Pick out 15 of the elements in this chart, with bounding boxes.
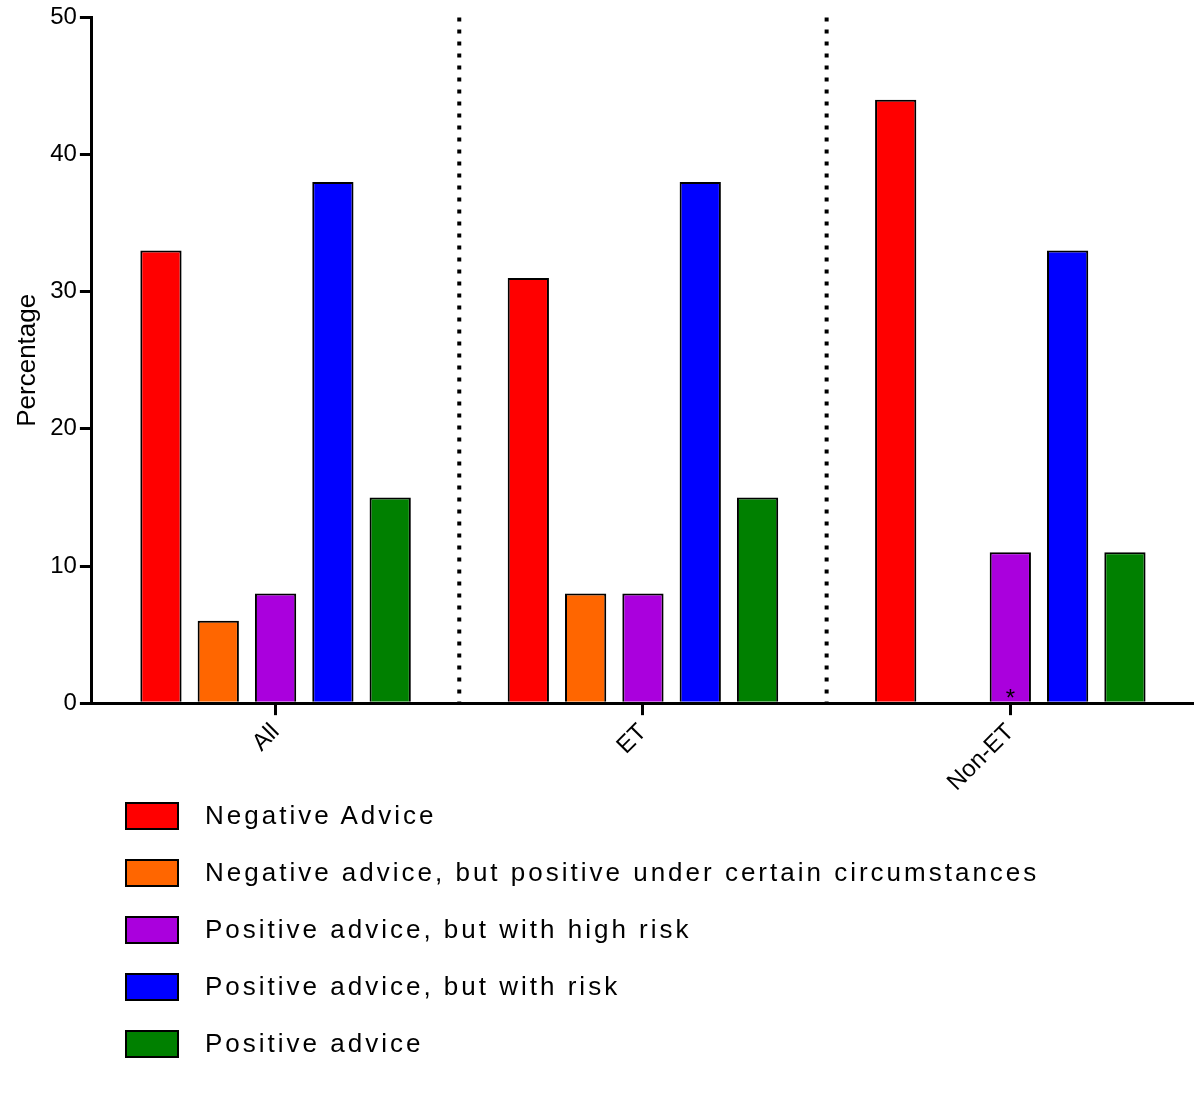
x-tick-label: All: [245, 717, 284, 756]
x-tick-label: ET: [610, 717, 652, 759]
legend-label: Negative advice, but positive under certain circumstances: [205, 857, 1040, 888]
y-tick-label: 50: [50, 2, 77, 30]
legend-label: Negative Advice: [205, 800, 437, 831]
annotation: *: [1005, 683, 1015, 711]
y-axis-title: Percentage: [10, 293, 41, 427]
legend-label: Positive advice: [205, 1028, 424, 1059]
legend-label: Positive advice, but with risk: [205, 971, 621, 1002]
y-tick-label: 20: [50, 413, 77, 441]
y-tick-label: 40: [50, 139, 77, 167]
y-tick-label: 30: [50, 276, 77, 304]
y-tick-label: 10: [50, 550, 77, 578]
legend-label: Positive advice, but with high risk: [205, 914, 692, 945]
y-tick-label: 0: [63, 687, 77, 715]
